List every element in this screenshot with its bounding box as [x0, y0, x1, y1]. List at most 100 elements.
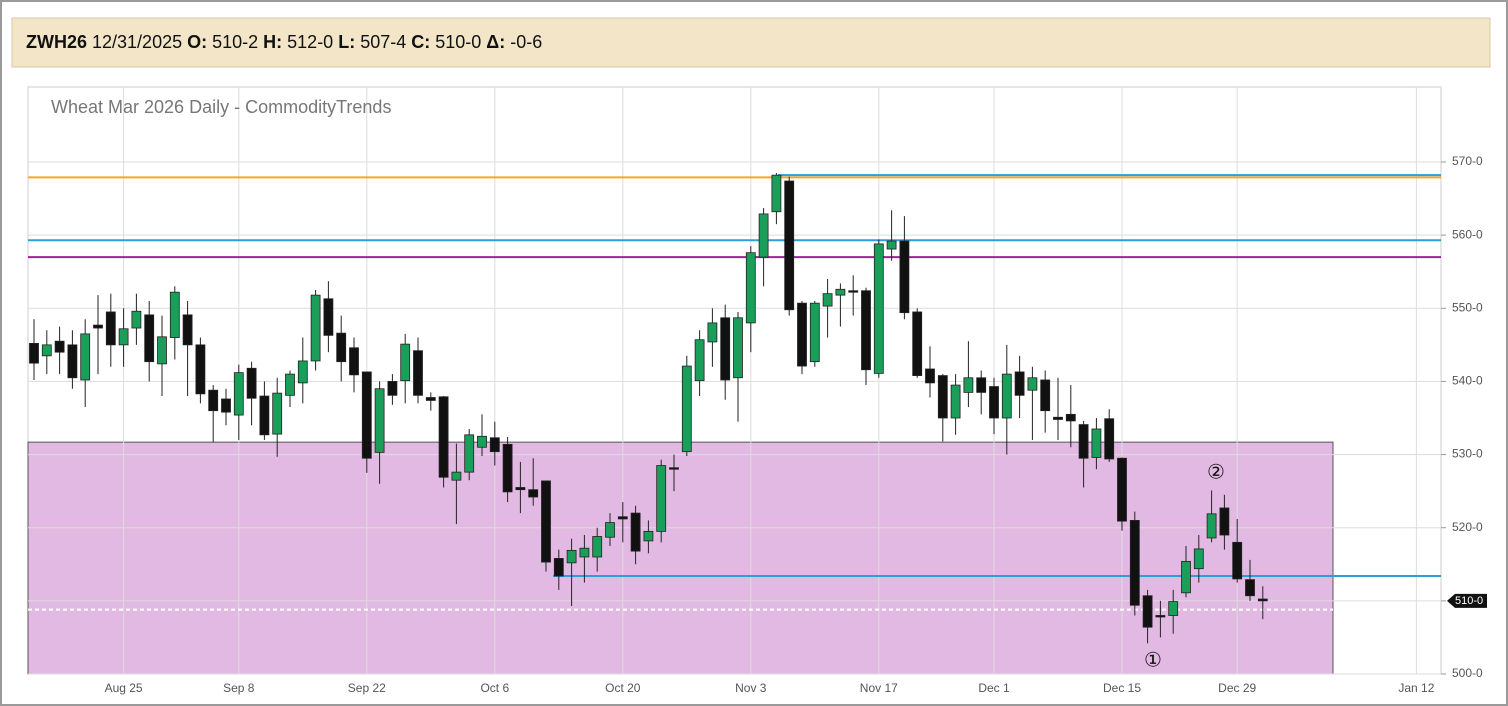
candle-body [630, 512, 641, 552]
candle-body [1168, 601, 1179, 616]
candle-body [1181, 560, 1191, 594]
candle-body [413, 350, 423, 396]
plot: 500-0 510-0 520-0 530-0 540-0 550-0 560-0 570-0… [27, 87, 1487, 695]
candle-body [784, 180, 795, 311]
x-tick-label: Dec 29 [1218, 681, 1256, 695]
header-field-label: Δ: [486, 32, 505, 52]
candle-body [67, 344, 78, 379]
candle-body [1027, 377, 1038, 391]
candle-body [438, 396, 449, 478]
candle-body [566, 549, 577, 564]
y-tick-label: 570-0 [1452, 154, 1483, 168]
chart-title: Wheat Mar 2026 Daily - CommodityTrends [51, 97, 391, 117]
x-tick-label: Jan 12 [1398, 681, 1434, 695]
candle-body [157, 336, 167, 365]
header-text: ZWH26 12/31/2025 O: 510-2 H: 512-0 L: 507-4 C: 51… [26, 32, 542, 52]
header-field-value: 512-0 [287, 32, 333, 52]
candle-body [541, 480, 551, 563]
candle-body [861, 290, 871, 371]
candle-body [707, 322, 718, 343]
candle-body [1206, 513, 1217, 539]
candle-body [605, 522, 615, 538]
y-tick-label: 540-0 [1452, 374, 1483, 388]
candle-body [950, 384, 961, 419]
candle-body [1232, 541, 1243, 580]
candle-body [528, 489, 539, 498]
candle-body [681, 365, 692, 453]
candle-body [643, 530, 654, 542]
candle-body [1193, 548, 1204, 570]
candle-body [259, 395, 270, 436]
candle-body [246, 367, 257, 399]
header-field-label: O: [187, 32, 207, 52]
header-field-value: -0-6 [510, 32, 542, 52]
header-field-value: 510-0 [435, 32, 481, 52]
candle-body [169, 291, 180, 338]
candle-body [745, 252, 756, 324]
x-tick-label: Nov 17 [860, 681, 898, 695]
candle-body [1078, 424, 1089, 459]
candle-body [937, 375, 948, 419]
header-field-value: 510-2 [212, 32, 258, 52]
candle-body [809, 302, 820, 363]
candle-body [310, 294, 321, 362]
candle-body [617, 516, 628, 520]
candle-body [131, 310, 142, 329]
candle-body [502, 443, 513, 493]
candle-body [1117, 457, 1127, 522]
candle-body [694, 339, 705, 382]
x-tick-label: Sep 8 [223, 681, 255, 695]
candle-body [425, 397, 436, 401]
header-symbol: ZWH26 [26, 32, 87, 52]
candle-body [118, 328, 129, 346]
candle-body [105, 311, 116, 346]
y-tick-label: 550-0 [1452, 300, 1483, 314]
candle-body [579, 547, 590, 558]
candle-body [1053, 416, 1063, 420]
candle-body [1104, 418, 1115, 460]
annotation: ② [1207, 461, 1225, 483]
candle-body [387, 381, 398, 396]
candle-body [195, 344, 206, 395]
candle-body [323, 298, 334, 336]
candle-body [29, 342, 39, 364]
candle-body [771, 174, 782, 213]
candle-body [285, 373, 295, 396]
candle-body [54, 340, 65, 353]
y-tick-label: 530-0 [1452, 447, 1483, 461]
candle-body [720, 317, 731, 381]
candle-body [1001, 373, 1012, 419]
candle-body [464, 434, 475, 473]
y-tick-label: 500-0 [1452, 666, 1483, 680]
candle-body [400, 343, 411, 382]
candle-body [758, 213, 769, 258]
candle-body [93, 324, 103, 329]
candle-body [733, 317, 743, 379]
candle-body [873, 243, 884, 374]
candle-body [336, 332, 347, 363]
candle-body [182, 314, 193, 346]
candle-body [1091, 428, 1102, 458]
candle-body [1129, 520, 1140, 606]
header-field-value: 507-4 [360, 32, 406, 52]
x-tick-label: Sep 22 [348, 681, 386, 695]
candle-body [477, 435, 487, 448]
x-tick-label: Dec 1 [978, 681, 1010, 695]
candle-body [976, 377, 987, 393]
candle-body [656, 465, 667, 532]
candle-body [361, 371, 372, 459]
candle-body [989, 386, 999, 419]
candle-body [1245, 579, 1255, 597]
y-tick-label: 560-0 [1452, 227, 1483, 241]
header-field-label: L: [338, 32, 355, 52]
y-tick-label: 520-0 [1452, 520, 1483, 534]
candle-body [963, 377, 974, 393]
header-date: 12/31/2025 [92, 32, 182, 52]
candle-body [925, 368, 935, 384]
candle-body [208, 389, 219, 412]
zone [27, 441, 1334, 675]
candle-body [797, 302, 807, 367]
x-tick-label: Aug 25 [105, 681, 143, 695]
candle-body [1065, 413, 1076, 422]
